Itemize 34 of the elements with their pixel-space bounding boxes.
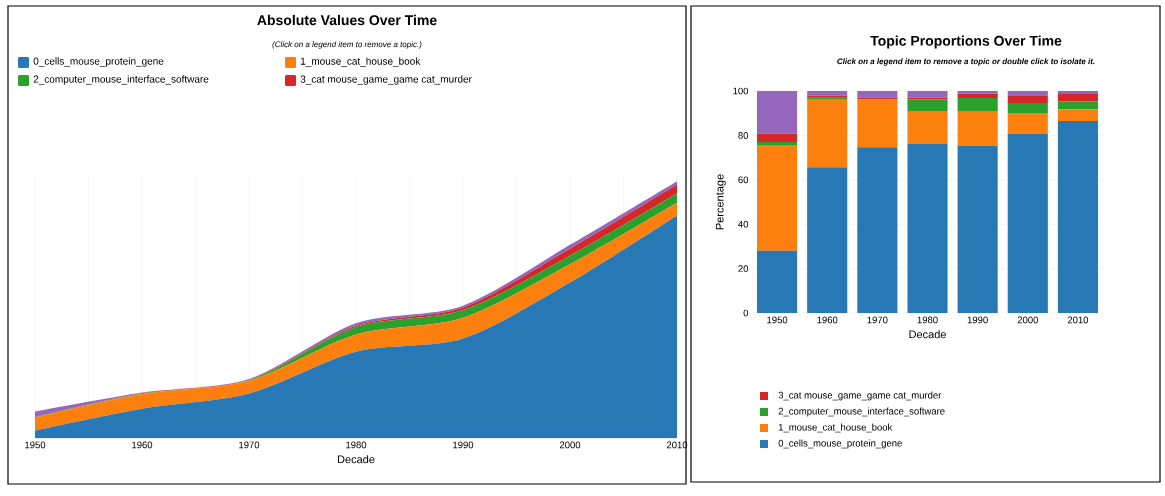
chart-subtitle: (Click on a legend item to remove a topic.) bbox=[272, 41, 422, 49]
chart-title: Absolute Values Over Time bbox=[257, 14, 437, 26]
x-axis-title: Decade bbox=[337, 455, 375, 464]
x-tick-label: 2000 bbox=[559, 441, 581, 449]
y-tick-label: 20 bbox=[738, 265, 749, 272]
y-tick-label: 60 bbox=[738, 176, 749, 184]
x-tick-label: 2000 bbox=[1017, 316, 1038, 324]
x-tick-label: 1970 bbox=[239, 441, 260, 449]
chart-title: Topic Proportions Over Time bbox=[870, 35, 1062, 49]
legend-label: 0_cells_mouse_protein_gene bbox=[778, 439, 902, 449]
y-axis-title: Percentage bbox=[715, 174, 726, 230]
legend-label: 2_computer_mouse_interface_software bbox=[778, 407, 945, 417]
x-tick-label: 1950 bbox=[767, 316, 788, 324]
x-tick-label: 2010 bbox=[1067, 316, 1089, 324]
legend-label: 3_cat mouse_game_game cat_murder bbox=[300, 75, 472, 85]
chart-subtitle: Click on a legend item to remove a topic or double click to isolate it. bbox=[837, 58, 1095, 66]
legend-label: 1_mouse_cat_house_book bbox=[300, 57, 421, 67]
y-tick-label: 80 bbox=[738, 132, 749, 139]
legend-label: 1_mouse_cat_house_book bbox=[778, 423, 893, 433]
y-tick-label: 40 bbox=[738, 220, 749, 228]
y-tick-label: 100 bbox=[733, 87, 749, 95]
y-tick-label: 0 bbox=[743, 309, 749, 317]
legend-label: 3_cat mouse_game_game cat_murder bbox=[778, 391, 942, 401]
legend-label: 2_computer_mouse_interface_software bbox=[33, 75, 209, 85]
x-tick-label: 1970 bbox=[867, 316, 888, 324]
legend-label: 0_cells_mouse_protein_gene bbox=[33, 57, 164, 67]
x-tick-label: 1960 bbox=[817, 316, 838, 324]
x-tick-label: 1950 bbox=[25, 441, 46, 449]
x-tick-label: 1960 bbox=[132, 441, 153, 449]
x-tick-label: 1980 bbox=[917, 316, 938, 324]
x-tick-label: 1990 bbox=[967, 316, 988, 324]
x-tick-label: 1980 bbox=[346, 441, 367, 449]
x-tick-label: 1990 bbox=[453, 441, 474, 449]
x-axis-title: Decade bbox=[909, 330, 946, 339]
